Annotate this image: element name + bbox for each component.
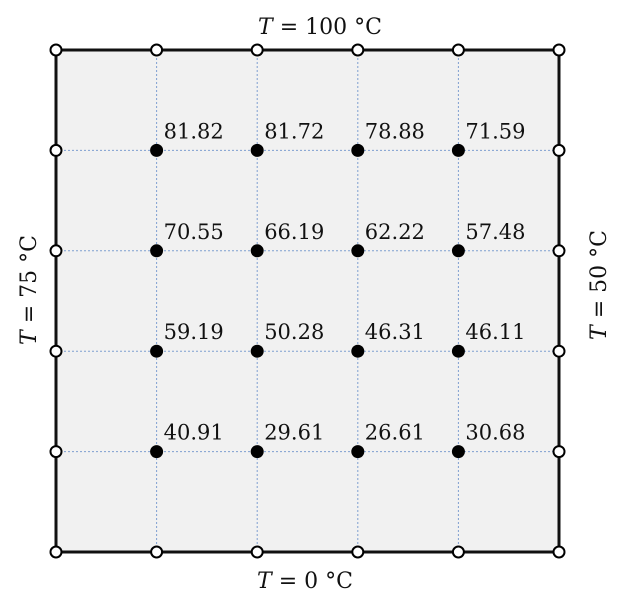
interior-node [351, 445, 365, 459]
top-boundary-label: T = 100 °C [258, 15, 382, 40]
interior-node [351, 143, 365, 157]
bottom-boundary-label: T = 0 °C [257, 569, 353, 594]
boundary-node [552, 344, 566, 358]
node-value-label: 59.19 [164, 320, 224, 344]
interior-node [150, 244, 164, 258]
boundary-node [552, 143, 566, 157]
node-value-label: 81.82 [164, 119, 224, 143]
boundary-node [451, 43, 465, 57]
plate-region [56, 50, 559, 552]
boundary-node [49, 545, 63, 559]
interior-node [351, 344, 365, 358]
boundary-node [552, 43, 566, 57]
plate-border [54, 48, 561, 554]
node-value-label: 26.61 [365, 421, 425, 445]
interior-node [351, 244, 365, 258]
node-value-label: 62.22 [365, 220, 425, 244]
node-value-label: 46.31 [365, 320, 425, 344]
boundary-node [250, 43, 264, 57]
interior-node [150, 143, 164, 157]
interior-node [451, 244, 465, 258]
interior-node [150, 445, 164, 459]
boundary-node [150, 545, 164, 559]
interior-node [250, 244, 264, 258]
interior-node [451, 445, 465, 459]
interior-node [250, 445, 264, 459]
boundary-nodes [49, 43, 566, 559]
node-value-label: 57.48 [465, 220, 525, 244]
right-boundary-label: T = 50 °C [587, 230, 612, 340]
interior-node [250, 344, 264, 358]
node-value-label: 50.28 [264, 320, 324, 344]
interior-node [150, 344, 164, 358]
node-value-label: 70.55 [164, 220, 224, 244]
node-value-label: 78.88 [365, 119, 425, 143]
boundary-node [552, 445, 566, 459]
left-boundary-label: T = 75 °C [17, 235, 42, 345]
node-value-label: 71.59 [465, 119, 525, 143]
boundary-node [552, 244, 566, 258]
boundary-node [250, 545, 264, 559]
boundary-node [351, 545, 365, 559]
boundary-node [49, 43, 63, 57]
boundary-node [451, 545, 465, 559]
boundary-node [49, 344, 63, 358]
boundary-node [150, 43, 164, 57]
interior-node [451, 344, 465, 358]
boundary-node [552, 545, 566, 559]
node-value-label: 46.11 [465, 320, 525, 344]
boundary-node [49, 143, 63, 157]
boundary-node [49, 445, 63, 459]
node-value-label: 29.61 [264, 421, 324, 445]
interior-node [250, 143, 264, 157]
node-value-label: 30.68 [465, 421, 525, 445]
interior-value-labels: 81.82 81.72 78.88 71.59 70.55 66.19 62.22 57.48… [164, 119, 526, 444]
boundary-node [49, 244, 63, 258]
node-value-label: 81.72 [264, 119, 324, 143]
interior-nodes [150, 143, 465, 459]
node-value-label: 40.91 [164, 421, 224, 445]
node-value-label: 66.19 [264, 220, 324, 244]
interior-node [451, 143, 465, 157]
boundary-node [351, 43, 365, 57]
